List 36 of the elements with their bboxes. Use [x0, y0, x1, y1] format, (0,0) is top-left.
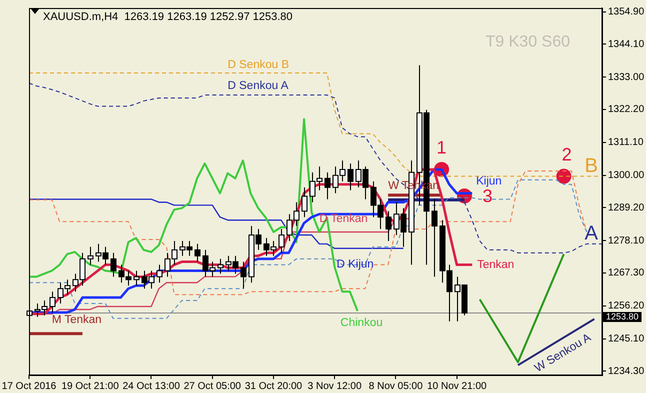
- y-tick-label: 1278.10: [608, 235, 645, 246]
- series-label: D Senkou B: [228, 59, 290, 72]
- ref-line-label: 1253.80: [606, 312, 639, 322]
- y-tick-label: 1234.30: [608, 366, 645, 377]
- series-label: 2: [562, 144, 572, 164]
- x-tick-label: 8 Nov 05:00: [368, 380, 424, 392]
- chart-title: XAUUSD.m,H4 1263.19 1263.19 1252.97 1253.80: [43, 11, 293, 24]
- y-tick-label: 1333.00: [608, 72, 645, 83]
- annotation: A: [584, 222, 599, 244]
- x-tick-label: 17 Oct 2016: [2, 380, 57, 392]
- series-label: D Kijun: [336, 258, 374, 271]
- x-tick-label: 3 Nov 12:00: [308, 380, 362, 392]
- y-tick-label: 1267.30: [608, 268, 645, 279]
- x-tick-label: 27 Oct 05:00: [184, 380, 242, 392]
- y-tick-label: 1289.20: [608, 202, 645, 214]
- y-tick-label: 1256.20: [608, 300, 645, 312]
- y-tick-label: 1300.00: [608, 170, 645, 182]
- y-tick-label: 1311.10: [608, 137, 644, 148]
- point: [556, 168, 572, 184]
- series-label: Chinkou: [340, 317, 383, 330]
- x-tick-label: 31 Oct 20:00: [244, 380, 303, 392]
- series-label: 3: [482, 186, 492, 206]
- y-tick-label: 1354.90: [608, 6, 645, 18]
- x-tick-label: 10 Nov 21:00: [427, 380, 488, 392]
- y-tick-label: 1344.10: [608, 38, 645, 50]
- y-tick-label: 1245.10: [608, 334, 645, 345]
- series-label: 1: [436, 137, 447, 158]
- series-label: Kijun: [476, 175, 502, 188]
- line-series: [28, 82, 602, 254]
- series-label: M Tenkan: [52, 314, 102, 326]
- series-label: D Senkou A: [228, 80, 289, 92]
- annotation: B: [584, 154, 598, 177]
- series-label: Tenkan: [477, 258, 514, 271]
- x-tick-label: 19 Oct 21:00: [61, 380, 120, 392]
- y-tick-label: 1322.20: [608, 104, 645, 116]
- x-tick-label: 24 Oct 13:00: [122, 380, 180, 392]
